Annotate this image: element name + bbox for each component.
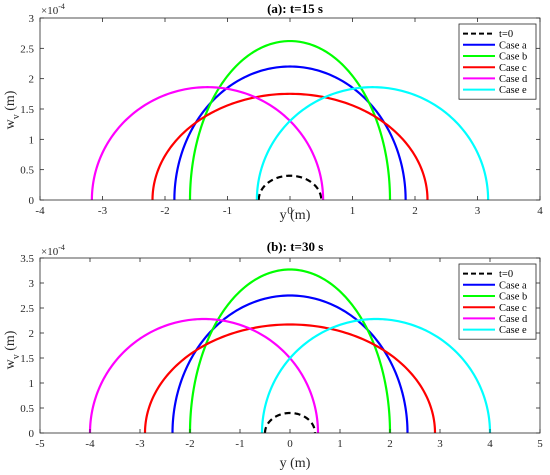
x-tick-label: 1 [350,205,356,217]
x-axis-label: y (m) [280,208,311,223]
y-tick-label: 2 [29,74,35,86]
series-line-t-0 [257,174,323,200]
y-tick-label: 0.5 [20,165,34,177]
y-tick-label: 3 [29,13,35,25]
y-tick-label: 0.5 [20,403,34,415]
legend-label: Case a [499,280,527,291]
legend-label: Case c [499,303,527,314]
x-tick-label: -4 [85,438,95,450]
y-tick-label: 1.5 [20,104,34,116]
x-tick-label: 2 [387,438,393,450]
series-line-case-e [255,86,490,200]
y-axis-label: wv (m) [3,90,22,129]
y-tick-label: 3 [29,278,35,290]
legend-label: Case d [499,314,528,325]
legend-label: Case e [499,85,527,96]
y-tick-label: 2 [29,328,35,340]
x-tick-label: 1 [337,438,343,450]
x-tick-label: -4 [35,205,45,217]
x-tick-label: 5 [537,438,543,450]
y-exponent-label: ×10-4 [41,243,65,258]
legend-label: t=0 [499,269,513,280]
x-tick-label: -1 [223,205,232,217]
y-exponent-label: ×10-4 [41,2,65,17]
series-line-case-d [88,317,320,433]
x-tick-label: 3 [437,438,443,450]
x-tick-label: -3 [135,438,145,450]
legend-label: Case b [499,52,527,63]
y-tick-label: 3.5 [20,253,34,265]
x-tick-label: 4 [487,438,493,450]
series-line-case-b [188,39,392,200]
x-tick-label: -1 [235,438,244,450]
series-line-case-d [90,86,325,200]
series-line-case-a [173,65,407,200]
x-tick-label: -5 [35,438,45,450]
legend-box [458,263,537,340]
chart-title: (a): t=15 s [267,1,323,16]
x-tick-label: -2 [160,205,169,217]
y-tick-label: 2.5 [20,43,34,55]
legend-box [458,23,537,100]
series-line-case-c [143,323,437,433]
x-tick-label: 3 [475,205,481,217]
y-axis-label: wv (m) [3,330,22,369]
y-tick-label: 1 [29,378,35,390]
legend-label: Case a [499,40,527,51]
y-tick-label: 0 [29,195,35,207]
series-line-case-c [151,92,429,200]
chart-title: (b): t=30 s [267,239,324,254]
series-line-case-e [260,317,492,433]
series-line-case-b [188,268,392,433]
legend-label: Case e [499,325,527,336]
x-axis-label: y (m) [280,456,311,471]
y-tick-label: 1 [29,134,35,146]
series-line-t-0 [263,411,317,433]
x-tick-label: -3 [98,205,108,217]
x-tick-label: 0 [287,438,293,450]
chart-panel-a: -4 -3 -2 -1 0 1 2 3 4 0 0.5 1 1.5 2 2.5 3 ×10-4 (a): t=15… [3,1,543,223]
legend-label: Case b [499,292,527,303]
legend-label: Case d [499,74,528,85]
x-tick-label: -2 [185,438,194,450]
x-tick-label: 2 [412,205,418,217]
legend-label: t=0 [499,29,513,40]
series-line-case-a [171,294,409,433]
y-tick-label: 0 [29,428,35,440]
x-tick-label: 4 [537,205,543,217]
y-tick-label: 1.5 [20,353,34,365]
chart-panel-b: -5 -4 -3 -2 -1 0 1 2 3 4 5 0 0.5 1 1.5 2 2.5 3 3.5 ×10-4 (b)… [3,239,543,471]
x-tick-label: 0 [287,205,293,217]
legend-label: Case c [499,63,527,74]
y-tick-label: 2.5 [20,303,34,315]
